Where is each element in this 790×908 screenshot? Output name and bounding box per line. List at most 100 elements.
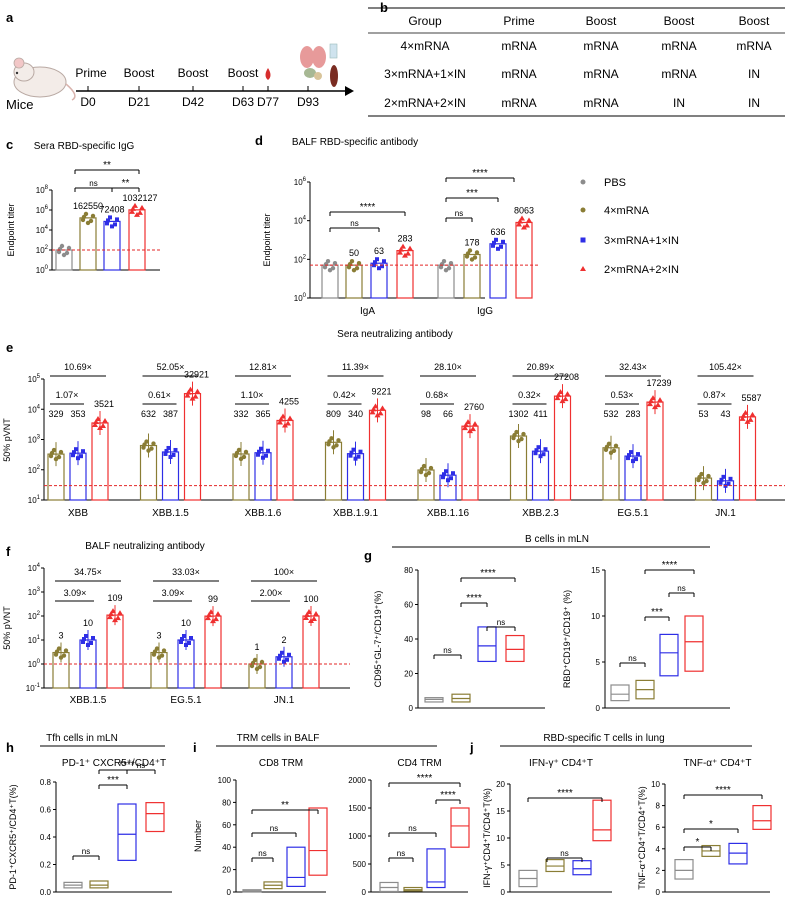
sig-bracket-label: **** [119, 760, 135, 771]
panel-letter: d [255, 133, 263, 148]
data-point [115, 217, 119, 222]
data-point [113, 222, 117, 227]
data-point [266, 448, 270, 453]
panel-header: RBD-specific T cells in lung [543, 733, 664, 744]
bar [738, 416, 757, 501]
data-point [496, 246, 500, 251]
data-point [608, 450, 614, 455]
data-label: 4255 [279, 396, 299, 406]
box [592, 799, 612, 842]
sig-bracket-d-2-label: ns [350, 219, 358, 228]
fold-change-label: 0.87× [703, 390, 726, 400]
fold-change-label: 105.42× [709, 362, 742, 372]
data-point [369, 409, 376, 415]
data-point [90, 213, 96, 219]
data-point [397, 249, 403, 255]
y-tick-label: 40 [404, 635, 413, 644]
table-cell: mRNA [736, 39, 771, 53]
data-point [407, 245, 413, 251]
data-point [648, 398, 654, 404]
bar [106, 614, 124, 689]
data-point [533, 451, 538, 456]
panel-b: b GroupPrimeBoostBoostBoost4×mRNAmRNAmRN… [368, 0, 785, 117]
data-point [356, 454, 361, 459]
data-point [613, 443, 619, 448]
y-tick-label: 104 [294, 216, 307, 226]
sig-bracket-label: ns [137, 761, 145, 770]
legend-marker [580, 266, 586, 271]
data-point [277, 419, 283, 425]
mouse-icon [13, 57, 76, 101]
panel-header: B cells in mLN [525, 534, 589, 545]
data-point [516, 221, 522, 227]
bar [515, 221, 533, 299]
legend-marker [580, 237, 586, 243]
y-tick-label: 0.2 [40, 861, 52, 870]
data-label: 5587 [741, 393, 761, 403]
data-point [76, 456, 80, 461]
y-axis-label: Endpoint titer [262, 213, 272, 266]
data-point [372, 403, 379, 409]
y-tick-label: 100 [218, 776, 232, 785]
y-tick-label: 20 [496, 780, 505, 789]
data-point [543, 447, 548, 452]
data-label: 632 [141, 409, 156, 419]
fold-change-label: 20.89× [527, 362, 555, 372]
data-point [86, 643, 90, 647]
data-point [382, 259, 386, 264]
data-point [405, 250, 411, 256]
data-point [377, 266, 381, 271]
box [684, 615, 704, 672]
data-point [173, 447, 178, 452]
data-label: 10 [83, 618, 93, 628]
bar [489, 243, 507, 299]
data-point [132, 202, 138, 208]
data-point [375, 257, 379, 262]
data-point [93, 418, 99, 424]
data-point [311, 616, 317, 621]
fold-change-label: 0.32× [518, 390, 541, 400]
y-tick-label: 6 [656, 823, 661, 832]
data-point [194, 388, 201, 394]
subplot-title: TNF-α⁺ CD4⁺T [684, 758, 752, 769]
data-point [110, 224, 114, 229]
data-point [308, 618, 314, 623]
data-point [564, 391, 571, 397]
data-point [697, 474, 702, 480]
data-point [257, 449, 261, 454]
box [752, 804, 772, 830]
y-axis-label: 50% pVNT [2, 418, 12, 462]
data-point [465, 251, 471, 256]
y-tick-label: 100 [36, 265, 49, 275]
data-point [331, 445, 336, 450]
data-point [706, 473, 711, 479]
legend-label: PBS [604, 177, 626, 189]
data-label: 353 [70, 409, 85, 419]
data-point [306, 609, 312, 614]
data-point [374, 412, 381, 418]
panel-e-chart: e Sera neutralizing antibody 50% pVNT 101 10… [2, 329, 785, 519]
data-point [185, 389, 192, 395]
data-point [250, 660, 256, 666]
sig-bracket-label: **** [715, 785, 731, 796]
y-tick-label: 15 [591, 566, 600, 575]
data-point [168, 454, 173, 459]
y-tick-label: 5 [596, 658, 601, 667]
data-point [210, 618, 216, 624]
y-axis-label: RBD⁺CD19⁺/CD19⁺ (%) [562, 590, 572, 688]
y-tick-label: 108 [36, 185, 49, 195]
data-label: 109 [107, 593, 122, 603]
data-point [377, 410, 384, 416]
data-point [82, 637, 86, 641]
data-point [182, 634, 186, 638]
table-cell: 2×mRNA+2×IN [384, 96, 466, 110]
data-point [419, 466, 425, 472]
data-point [462, 425, 468, 431]
bar [302, 615, 320, 689]
y-tick-label: 10 [591, 612, 600, 621]
y-tick-label: 106 [36, 205, 49, 215]
fold-change-label: 100× [274, 567, 294, 577]
legend-marker [580, 207, 586, 213]
data-point [92, 421, 98, 427]
data-point [58, 655, 64, 660]
